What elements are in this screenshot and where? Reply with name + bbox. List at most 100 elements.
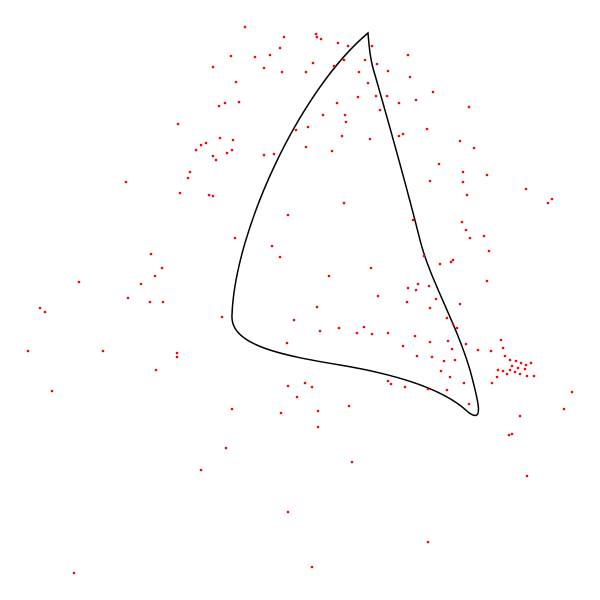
scatter-point (463, 382, 466, 385)
scatter-point (432, 91, 435, 94)
scatter-point (367, 82, 370, 85)
scatter-point (333, 65, 336, 68)
scatter-point (509, 369, 512, 372)
scatter-point (509, 359, 512, 362)
scatter-point (440, 370, 443, 373)
scatter-point (438, 163, 441, 166)
scatter-point (514, 371, 517, 374)
scatter-point (387, 332, 390, 335)
scatter-point (296, 396, 299, 399)
scatter-point (345, 121, 348, 124)
scatter-point (429, 307, 432, 310)
scatter-point (414, 335, 417, 338)
scatter-point (517, 367, 520, 370)
scatter-point (386, 95, 389, 98)
scatter-point (466, 194, 469, 197)
scatter-point (454, 359, 457, 362)
scatter-point (429, 341, 432, 344)
scatter-point (508, 434, 511, 437)
scatter-point (451, 348, 454, 351)
scatter-point (295, 129, 298, 132)
scatter-point (280, 412, 283, 415)
scatter-point (435, 298, 438, 301)
scatter-point (231, 408, 234, 411)
scatter-point (343, 202, 346, 205)
scatter-point (427, 388, 430, 391)
scatter-point (406, 301, 409, 304)
scatter-point (500, 339, 503, 342)
scatter-point (369, 138, 372, 141)
scatter-point (279, 256, 282, 259)
scatter-point (176, 356, 179, 359)
scatter-point (176, 352, 179, 355)
scatter-point (526, 375, 529, 378)
scatter-point (224, 102, 227, 105)
scatter-point (311, 566, 314, 569)
scatter-point (27, 350, 30, 353)
scatter-point (162, 301, 165, 304)
scatter-point (215, 159, 218, 162)
scatter-point (563, 408, 566, 411)
scatter-point (370, 267, 373, 270)
scatter-point (443, 360, 446, 363)
scatter-point (231, 149, 234, 152)
scatter-point (273, 153, 276, 156)
scatter-point (468, 403, 471, 406)
scatter-point (328, 275, 331, 278)
scatter-point (200, 144, 203, 147)
scatter-point (504, 355, 507, 358)
scatter-point (486, 174, 489, 177)
scatter-point (269, 54, 272, 57)
scatter-point (461, 221, 464, 224)
scatter-point (429, 180, 432, 183)
scatter-point (195, 149, 198, 152)
scatter-point (497, 369, 500, 372)
scatter-point (218, 105, 221, 108)
scatter-point (343, 59, 346, 62)
scatter-point (179, 192, 182, 195)
scatter-point (235, 81, 238, 84)
scatter-point (459, 303, 462, 306)
scatter-point (533, 375, 536, 378)
scatter-point (344, 114, 347, 117)
scatter-point (187, 177, 190, 180)
scatter-point (232, 139, 235, 142)
scatter-point (317, 410, 320, 413)
scatter-point (315, 33, 318, 36)
scatter-point (439, 263, 442, 266)
scatter-point (427, 541, 430, 544)
scatter-point (347, 45, 350, 48)
scatter-point (491, 382, 494, 385)
scatter-point (320, 38, 323, 41)
scatter-point (515, 360, 518, 363)
scatter-point (477, 349, 480, 352)
scatter-point (407, 287, 410, 290)
scatter-point (450, 261, 453, 264)
scatter-point (205, 142, 208, 145)
scatter-point (317, 426, 320, 429)
scatter-point (286, 342, 289, 345)
scatter-point (520, 362, 523, 365)
scatter-point (208, 194, 211, 197)
scatter-point (375, 95, 378, 98)
scatter-point (526, 475, 529, 478)
scatter-point (161, 267, 164, 270)
scatter-point (398, 135, 401, 138)
scatter-point (551, 198, 554, 201)
scatter-point (238, 101, 241, 104)
scatter-point (149, 301, 152, 304)
scatter-point (263, 154, 266, 157)
scatter-point (409, 76, 412, 79)
scatter-point (125, 181, 128, 184)
scatter-point (525, 364, 528, 367)
scatter-point (263, 67, 266, 70)
scatter-point (469, 237, 472, 240)
scatter-point (446, 389, 449, 392)
scatter-point (307, 126, 310, 129)
scatter-point (363, 326, 366, 329)
scatter-point (177, 123, 180, 126)
scatter-point (287, 214, 290, 217)
scatter-point (357, 96, 360, 99)
